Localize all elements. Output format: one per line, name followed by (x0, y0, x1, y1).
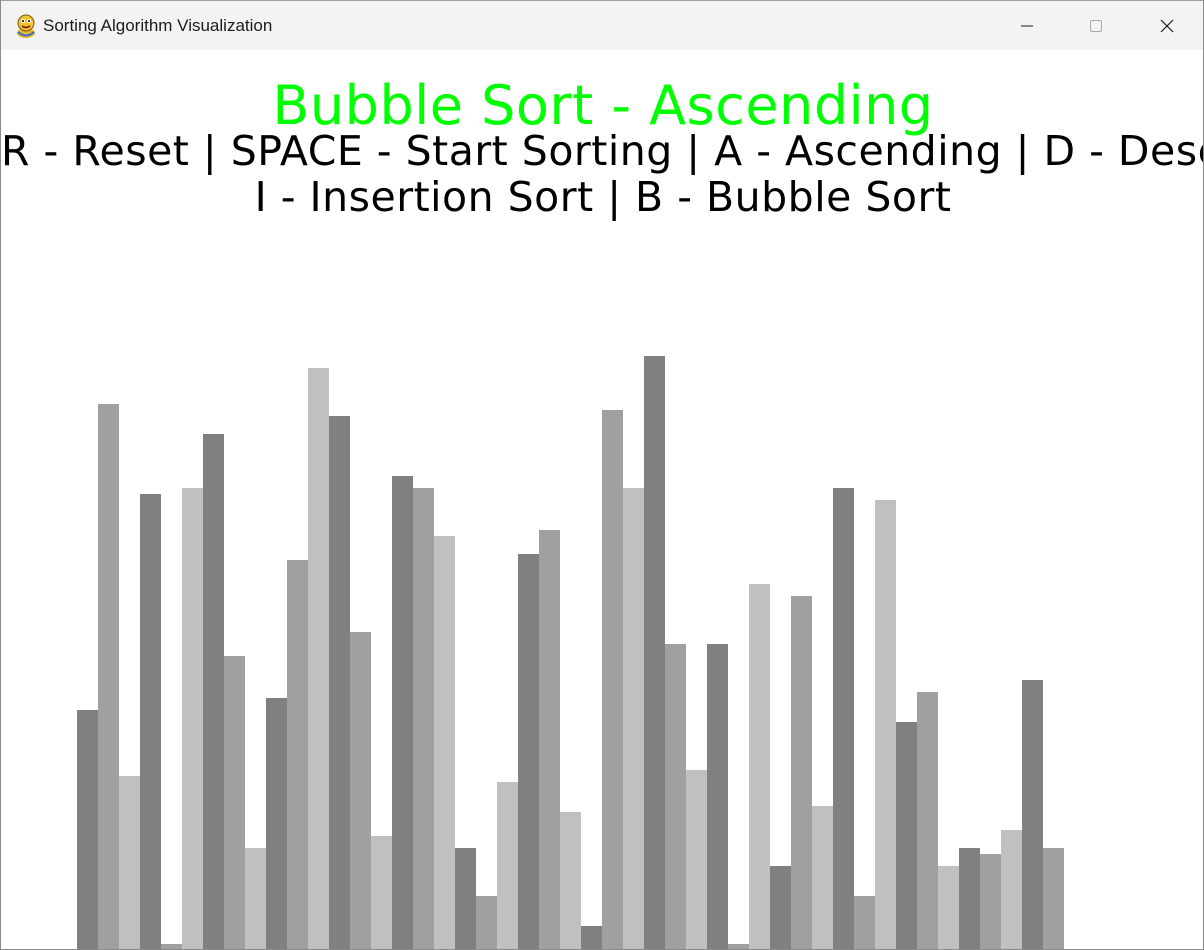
bar-21 (518, 554, 539, 949)
bar-16 (413, 488, 434, 949)
visualization-canvas[interactable]: Bubble Sort - Ascending R - Reset | SPAC… (1, 50, 1203, 949)
bar-chart (77, 356, 1064, 949)
bar-42 (959, 848, 980, 949)
bar-5 (182, 488, 203, 949)
bar-6 (203, 434, 224, 949)
instructions-line-1: R - Reset | SPACE - Start Sorting | A - … (1, 127, 1203, 175)
bar-2 (119, 776, 140, 949)
minimize-icon (1021, 25, 1033, 27)
bar-3 (140, 494, 161, 949)
maximize-icon (1090, 20, 1102, 32)
title-bar[interactable]: Sorting Algorithm Visualization (1, 0, 1203, 50)
bar-15 (392, 476, 413, 949)
bar-37 (854, 896, 875, 949)
bar-12 (329, 416, 350, 949)
maximize-button[interactable] (1073, 2, 1119, 50)
window-title: Sorting Algorithm Visualization (43, 16, 273, 35)
bar-23 (560, 812, 581, 949)
bar-27 (644, 356, 665, 949)
bar-0 (77, 710, 98, 949)
bar-43 (980, 854, 1001, 949)
bar-18 (455, 848, 476, 949)
instructions-line-2: I - Insertion Sort | B - Bubble Sort (254, 173, 952, 221)
bar-26 (623, 488, 644, 949)
bar-32 (749, 584, 770, 949)
bar-46 (1043, 848, 1064, 949)
bar-45 (1022, 680, 1043, 949)
bar-44 (1001, 830, 1022, 949)
bar-1 (98, 404, 119, 949)
bar-20 (497, 782, 518, 949)
python-snake-icon (14, 13, 38, 39)
bar-36 (833, 488, 854, 949)
bar-28 (665, 644, 686, 949)
bar-39 (896, 722, 917, 949)
bar-22 (539, 530, 560, 949)
bar-29 (686, 770, 707, 949)
bar-13 (350, 632, 371, 949)
bar-35 (812, 806, 833, 949)
bar-30 (707, 644, 728, 949)
close-button[interactable] (1144, 2, 1190, 50)
bar-34 (791, 596, 812, 949)
bar-9 (266, 698, 287, 949)
bar-33 (770, 866, 791, 949)
bar-31 (728, 944, 749, 949)
bar-11 (308, 368, 329, 949)
bar-41 (938, 866, 959, 949)
algorithm-heading: Bubble Sort - Ascending (272, 74, 934, 137)
bar-25 (602, 410, 623, 949)
bar-40 (917, 692, 938, 949)
bar-38 (875, 500, 896, 949)
bar-10 (287, 560, 308, 949)
bar-17 (434, 536, 455, 949)
minimize-button[interactable] (1004, 2, 1050, 50)
bar-19 (476, 896, 497, 949)
bar-24 (581, 926, 602, 949)
bar-4 (161, 944, 182, 949)
bar-8 (245, 848, 266, 949)
bar-7 (224, 656, 245, 949)
close-icon (1160, 19, 1174, 33)
bar-14 (371, 836, 392, 949)
